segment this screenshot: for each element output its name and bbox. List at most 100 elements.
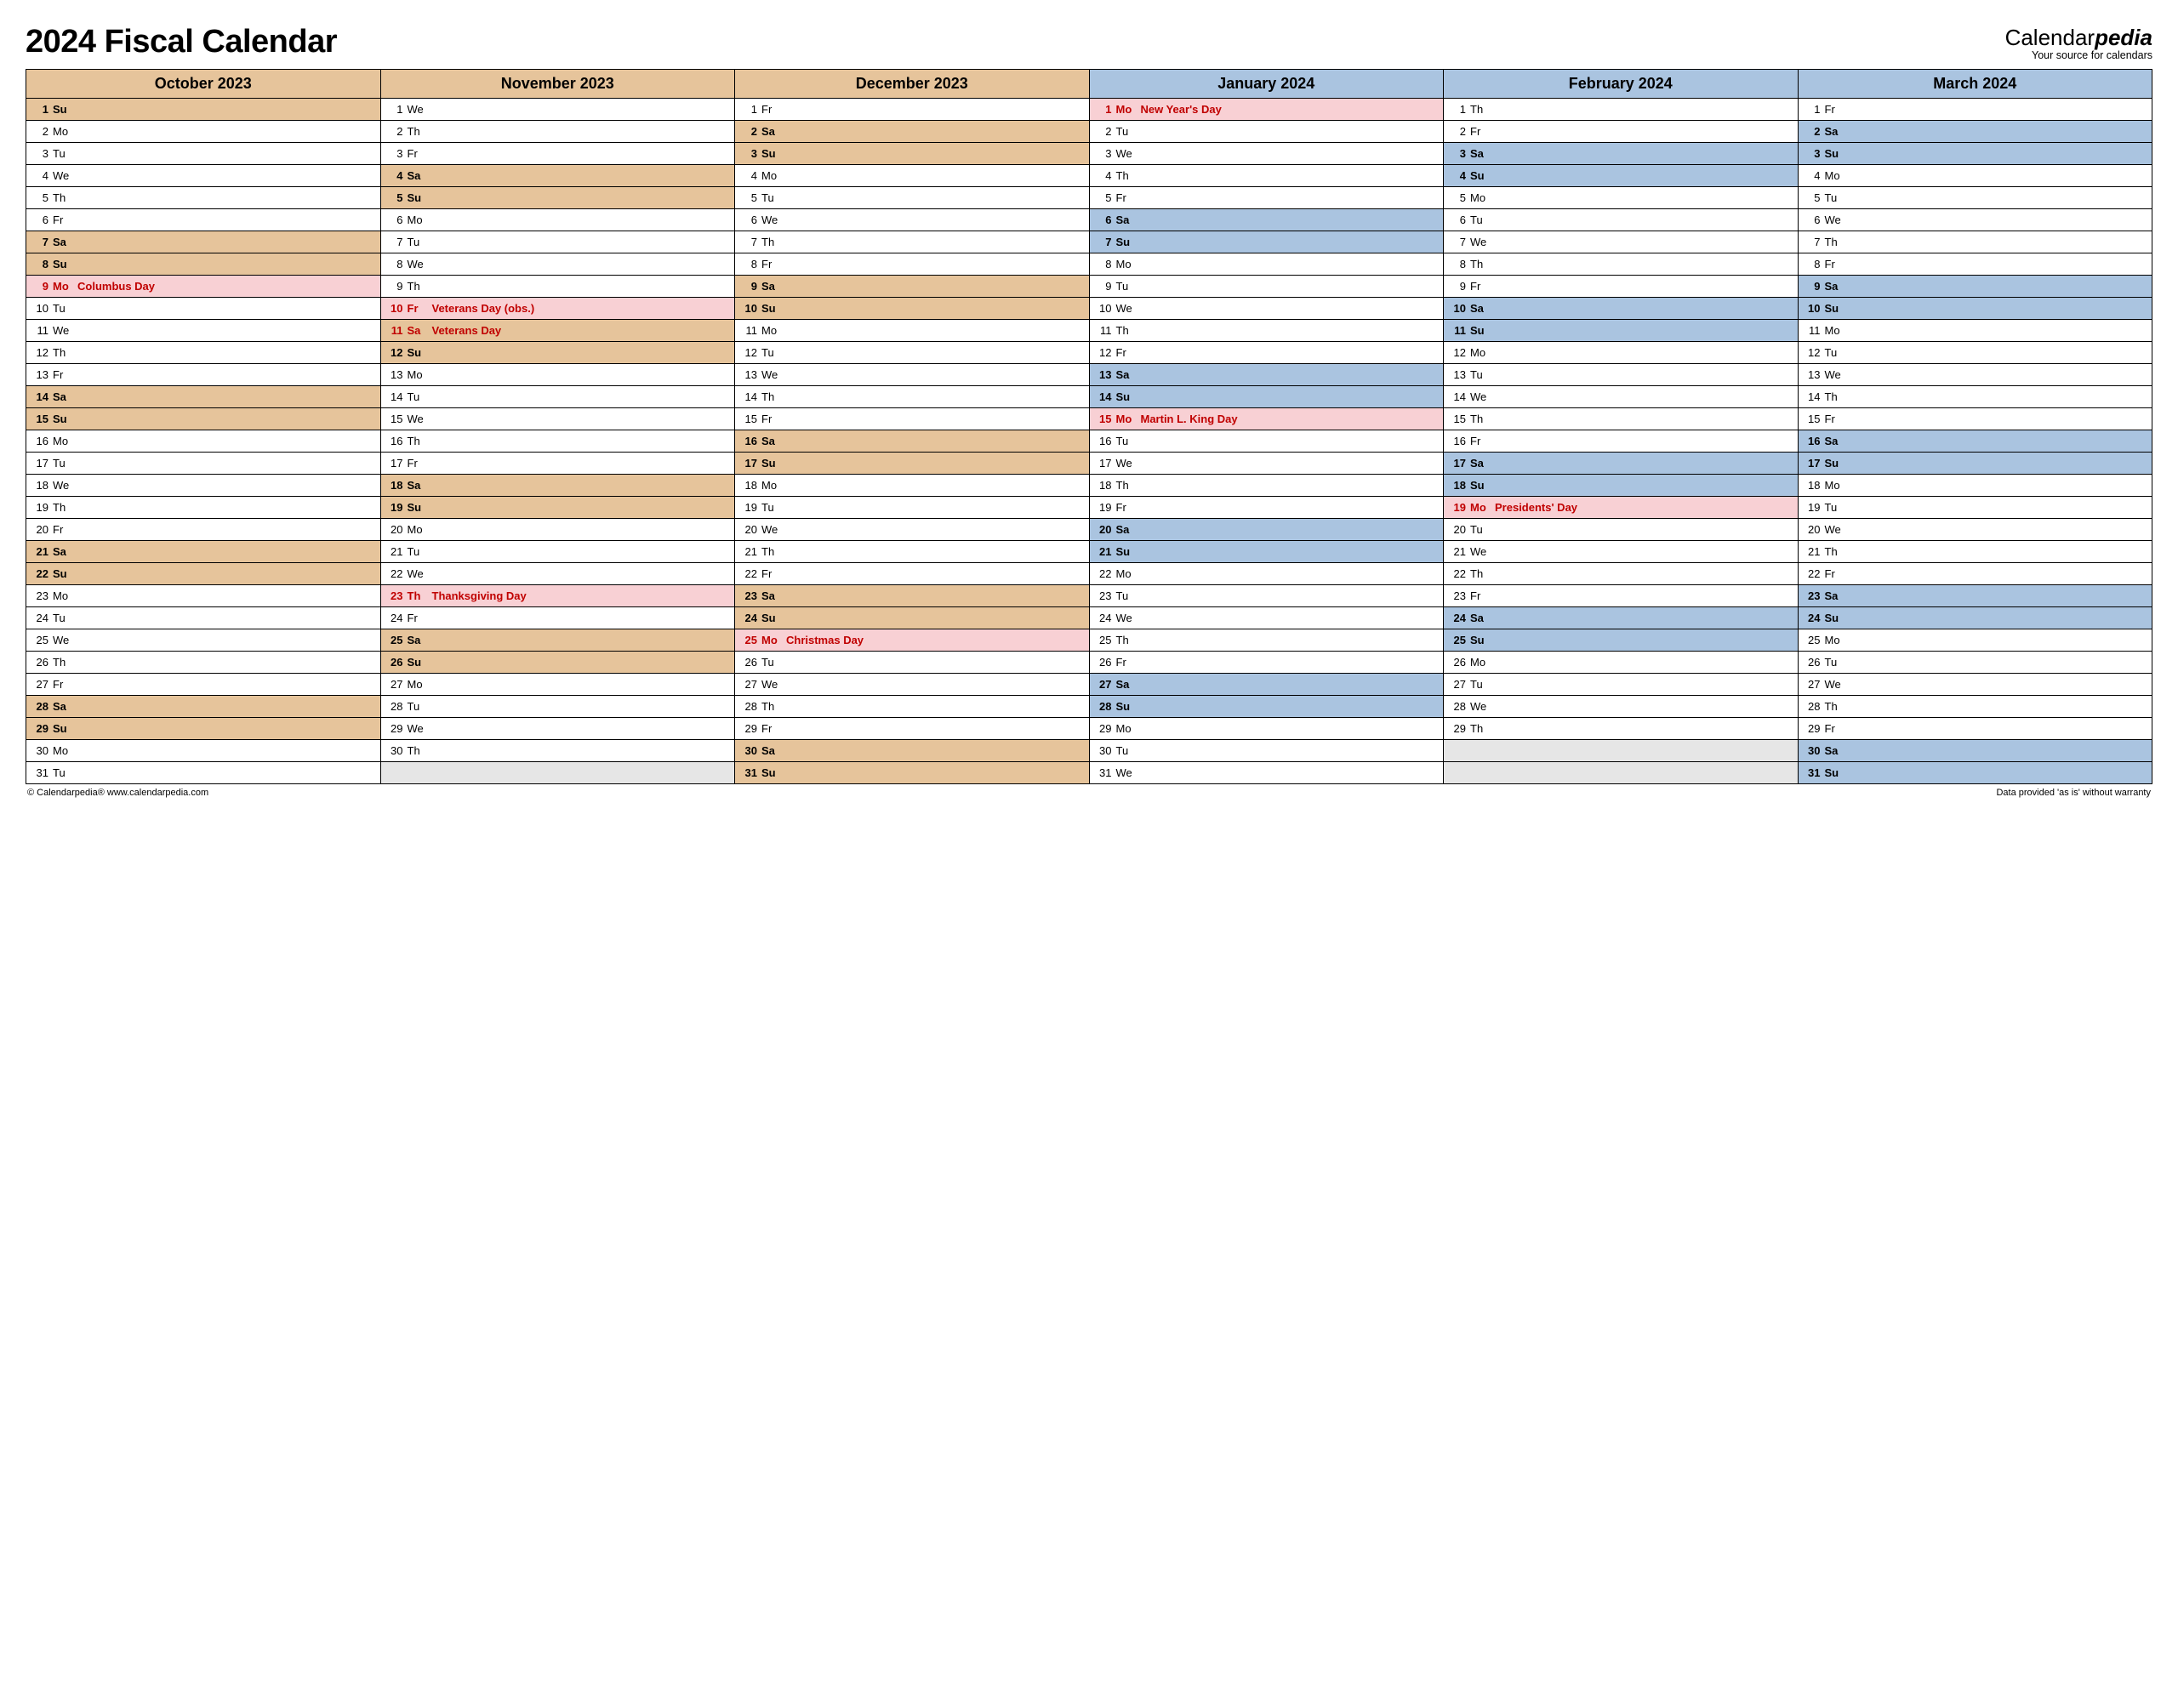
day-of-week: Tu bbox=[403, 236, 425, 248]
day-of-week: Su bbox=[1821, 457, 1843, 470]
day-cell: 19Tu bbox=[1798, 497, 2152, 519]
day-cell: 29Fr bbox=[735, 718, 1090, 740]
day-number: 29 bbox=[386, 722, 403, 735]
day-cell: 15Fr bbox=[1798, 408, 2152, 430]
day-number: 21 bbox=[31, 545, 48, 558]
day-of-week: Fr bbox=[48, 678, 71, 691]
day-cell: 14Sa bbox=[26, 386, 381, 408]
day-of-week: Su bbox=[1821, 147, 1843, 160]
day-cell: 3Su bbox=[735, 143, 1090, 165]
day-of-week: Su bbox=[1466, 169, 1488, 182]
day-of-week: Mo bbox=[757, 634, 779, 646]
day-number: 5 bbox=[740, 191, 757, 204]
day-number: 4 bbox=[1449, 169, 1466, 182]
day-number: 1 bbox=[386, 103, 403, 116]
day-cell: 29We bbox=[380, 718, 735, 740]
day-of-week: Th bbox=[48, 501, 71, 514]
day-cell: 1We bbox=[380, 99, 735, 121]
day-of-week: Th bbox=[48, 191, 71, 204]
day-cell: 28Th bbox=[1798, 696, 2152, 718]
day-cell: 17We bbox=[1089, 453, 1444, 475]
day-of-week: Tu bbox=[48, 302, 71, 315]
day-of-week: Fr bbox=[48, 214, 71, 226]
day-cell bbox=[1444, 762, 1799, 784]
day-of-week: Tu bbox=[757, 656, 779, 669]
day-cell: 28Su bbox=[1089, 696, 1444, 718]
day-cell: 7Th bbox=[1798, 231, 2152, 253]
day-cell: 10Sa bbox=[1444, 298, 1799, 320]
day-number: 9 bbox=[1804, 280, 1821, 293]
fiscal-calendar-table: October 2023November 2023December 2023Ja… bbox=[26, 69, 2152, 784]
holiday-label: Thanksgiving Day bbox=[425, 589, 527, 602]
day-of-week: Su bbox=[1112, 700, 1134, 713]
day-number: 30 bbox=[1804, 744, 1821, 757]
day-number: 22 bbox=[1449, 567, 1466, 580]
day-number: 18 bbox=[386, 479, 403, 492]
day-of-week: Fr bbox=[403, 302, 425, 315]
day-number: 13 bbox=[31, 368, 48, 381]
day-cell: 25Th bbox=[1089, 629, 1444, 652]
day-number: 15 bbox=[1449, 413, 1466, 425]
day-number: 29 bbox=[31, 722, 48, 735]
day-cell: 25MoChristmas Day bbox=[735, 629, 1090, 652]
day-cell: 12Mo bbox=[1444, 342, 1799, 364]
day-of-week: We bbox=[757, 523, 779, 536]
day-of-week: We bbox=[757, 368, 779, 381]
day-number: 1 bbox=[740, 103, 757, 116]
day-number: 21 bbox=[1449, 545, 1466, 558]
day-cell: 19Fr bbox=[1089, 497, 1444, 519]
day-number: 24 bbox=[740, 612, 757, 624]
day-of-week: Th bbox=[1112, 479, 1134, 492]
day-of-week: Tu bbox=[757, 501, 779, 514]
day-of-week: Sa bbox=[403, 324, 425, 337]
month-header: March 2024 bbox=[1798, 70, 2152, 99]
day-of-week: Tu bbox=[1112, 125, 1134, 138]
day-cell: 15MoMartin L. King Day bbox=[1089, 408, 1444, 430]
day-cell: 18Mo bbox=[1798, 475, 2152, 497]
day-number: 27 bbox=[386, 678, 403, 691]
day-number: 22 bbox=[1804, 567, 1821, 580]
day-number: 23 bbox=[386, 589, 403, 602]
day-number: 21 bbox=[1095, 545, 1112, 558]
day-of-week: Th bbox=[1821, 236, 1843, 248]
day-of-week: Su bbox=[1466, 634, 1488, 646]
day-number: 7 bbox=[740, 236, 757, 248]
day-cell: 13Mo bbox=[380, 364, 735, 386]
day-of-week: Fr bbox=[757, 567, 779, 580]
day-of-week: Mo bbox=[1112, 258, 1134, 270]
day-number: 4 bbox=[1095, 169, 1112, 182]
footer-disclaimer: Data provided 'as is' without warranty bbox=[1996, 788, 2151, 798]
day-number: 23 bbox=[31, 589, 48, 602]
day-number: 16 bbox=[386, 435, 403, 447]
day-of-week: Mo bbox=[757, 324, 779, 337]
day-of-week: Su bbox=[48, 413, 71, 425]
day-cell: 14Th bbox=[735, 386, 1090, 408]
day-cell: 20Tu bbox=[1444, 519, 1799, 541]
day-of-week: Fr bbox=[1821, 103, 1843, 116]
day-cell: 2Fr bbox=[1444, 121, 1799, 143]
day-cell: 6We bbox=[1798, 209, 2152, 231]
day-number: 3 bbox=[1804, 147, 1821, 160]
day-cell: 5Th bbox=[26, 187, 381, 209]
holiday-label: Christmas Day bbox=[779, 634, 864, 646]
day-number: 17 bbox=[386, 457, 403, 470]
day-number: 25 bbox=[1804, 634, 1821, 646]
day-cell: 21Su bbox=[1089, 541, 1444, 563]
day-number: 15 bbox=[31, 413, 48, 425]
day-of-week: Sa bbox=[1821, 589, 1843, 602]
day-number: 6 bbox=[740, 214, 757, 226]
day-of-week: Fr bbox=[757, 413, 779, 425]
day-number: 9 bbox=[31, 280, 48, 293]
day-of-week: We bbox=[1112, 302, 1134, 315]
day-of-week: We bbox=[48, 324, 71, 337]
day-number: 8 bbox=[740, 258, 757, 270]
day-cell: 23Tu bbox=[1089, 585, 1444, 607]
day-of-week: Th bbox=[1466, 258, 1488, 270]
day-cell: 22Su bbox=[26, 563, 381, 585]
day-cell: 22Fr bbox=[1798, 563, 2152, 585]
brand-name-part1: Calendar bbox=[2005, 25, 2095, 50]
day-cell: 3Tu bbox=[26, 143, 381, 165]
day-number: 1 bbox=[1095, 103, 1112, 116]
day-number: 19 bbox=[31, 501, 48, 514]
day-cell: 15Su bbox=[26, 408, 381, 430]
